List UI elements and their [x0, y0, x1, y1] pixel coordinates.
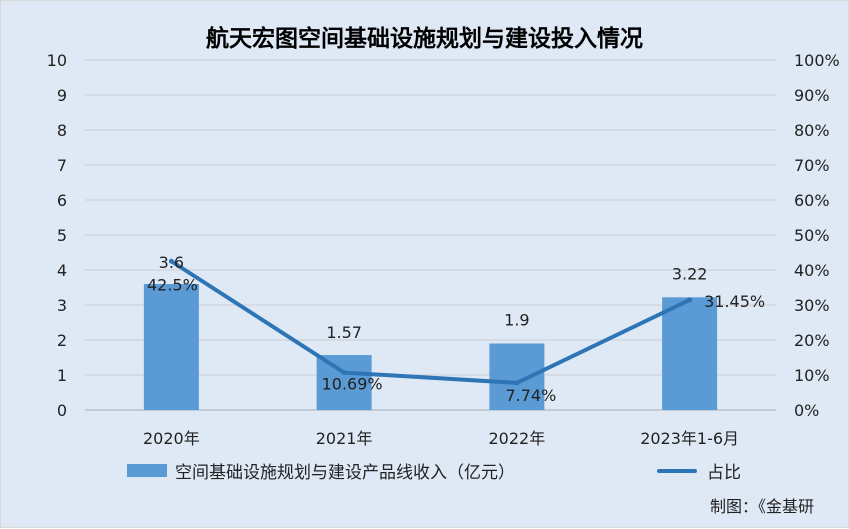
y-right-tick-label: 30%	[794, 296, 830, 315]
legend-label-revenue: 空间基础设施规划与建设产品线收入（亿元）	[175, 463, 515, 483]
y-left-tick-label: 2	[57, 331, 67, 350]
y-right-tick-label: 70%	[794, 156, 830, 175]
y-right-tick-label: 60%	[794, 191, 830, 210]
x-tick-label: 2023年1-6月	[640, 429, 739, 448]
y-right-tick-label: 0%	[794, 401, 819, 420]
legend-item-share: 占比	[657, 458, 741, 483]
line-value-label: 42.5%	[147, 275, 198, 294]
y-left-tick-label: 8	[57, 121, 67, 140]
y-left-tick-label: 9	[57, 86, 67, 105]
y-right-tick-label: 20%	[794, 331, 830, 350]
line-point	[168, 258, 174, 264]
bar	[489, 343, 545, 410]
legend-swatch-line	[657, 468, 697, 473]
bar-value-label: 1.57	[326, 323, 362, 342]
y-right-tick-label: 100%	[794, 51, 840, 70]
y-left-tick-label: 7	[57, 156, 67, 175]
y-right-tick-label: 50%	[794, 226, 830, 245]
chart-title: 航天宏图空间基础设施规划与建设投入情况	[206, 26, 643, 52]
y-right-tick-label: 90%	[794, 86, 830, 105]
y-right-tick-label: 80%	[794, 121, 830, 140]
line-point	[687, 297, 693, 303]
line-value-label: 7.74%	[505, 386, 556, 405]
bar	[143, 284, 199, 410]
source-note: 制图：《金基研	[709, 497, 814, 516]
line-point	[514, 380, 520, 386]
bar-value-label: 3.22	[672, 264, 708, 283]
x-tick-label: 2022年	[489, 429, 546, 448]
line-point	[341, 370, 347, 376]
bar-value-label: 1.9	[504, 311, 529, 330]
y-left-tick-label: 4	[57, 261, 67, 280]
y-left-tick-label: 5	[57, 226, 67, 245]
line-value-label: 10.69%	[322, 375, 383, 394]
bar-value-label: 3.6	[159, 253, 184, 272]
x-tick-label: 2021年	[316, 429, 373, 448]
x-tick-label: 2020年	[143, 429, 200, 448]
y-left-tick-label: 6	[57, 191, 67, 210]
line-value-label: 31.45%	[704, 292, 765, 311]
y-left-tick-label: 10	[47, 51, 67, 70]
y-right-tick-label: 10%	[794, 366, 830, 385]
share-line	[169, 259, 692, 385]
y-left-tick-label: 0	[57, 401, 67, 420]
legend-item-revenue: 空间基础设施规划与建设产品线收入（亿元）	[127, 458, 515, 483]
bar	[662, 297, 718, 410]
legend: 空间基础设施规划与建设产品线收入（亿元） 占比	[1, 458, 848, 483]
legend-swatch-bar	[127, 464, 167, 477]
y-left-tick-label: 1	[57, 366, 67, 385]
y-left-tick-label: 3	[57, 296, 67, 315]
legend-label-share: 占比	[707, 463, 741, 483]
bar	[316, 355, 372, 410]
y-right-tick-label: 40%	[794, 261, 830, 280]
